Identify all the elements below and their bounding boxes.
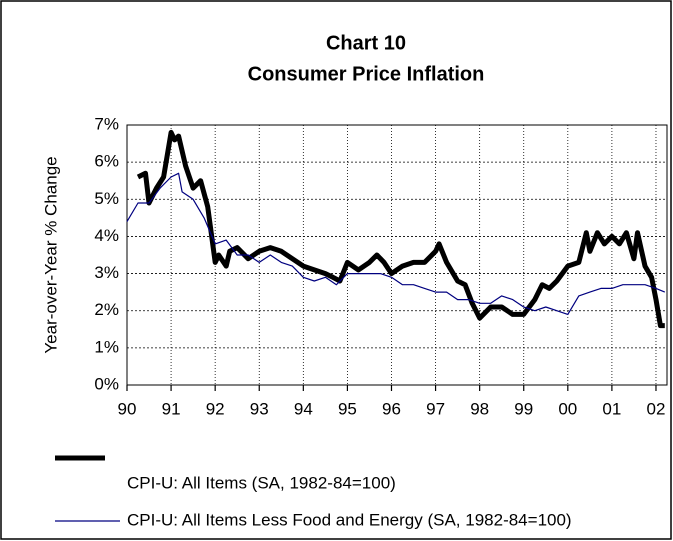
chart-title: Chart 10 [326,32,406,54]
y-tick-label: 6% [94,152,119,171]
x-tick-label: 95 [338,399,357,418]
x-tick-label: 90 [118,399,137,418]
y-tick-label: 7% [94,114,119,133]
y-tick-label: 2% [94,300,119,319]
y-tick-label: 1% [94,337,119,356]
y-tick-label: 4% [94,226,119,245]
x-tick-label: 96 [382,399,401,418]
x-tick-label: 99 [514,399,533,418]
x-tick-label: 93 [250,399,269,418]
x-tick-label: 98 [470,399,489,418]
chart-subtitle: Consumer Price Inflation [248,63,485,85]
x-tick-label: 02 [647,399,666,418]
x-tick-label: 00 [558,399,577,418]
legend-label: CPI-U: All Items (SA, 1982-84=100) [127,473,396,492]
legend-label: CPI-U: All Items Less Food and Energy (S… [127,510,572,529]
x-tick-label: 94 [294,399,313,418]
x-tick-label: 97 [426,399,445,418]
y-tick-label: 5% [94,189,119,208]
x-tick-label: 01 [602,399,621,418]
series-line [136,129,665,329]
x-tick-label: 92 [206,399,225,418]
x-tick-label: 91 [162,399,181,418]
y-tick-label: 0% [94,374,119,393]
plot-frame [126,124,668,386]
y-axis-label: Year-over-Year % Change [41,156,60,353]
series-line [126,172,666,315]
y-tick-label: 3% [94,263,119,282]
